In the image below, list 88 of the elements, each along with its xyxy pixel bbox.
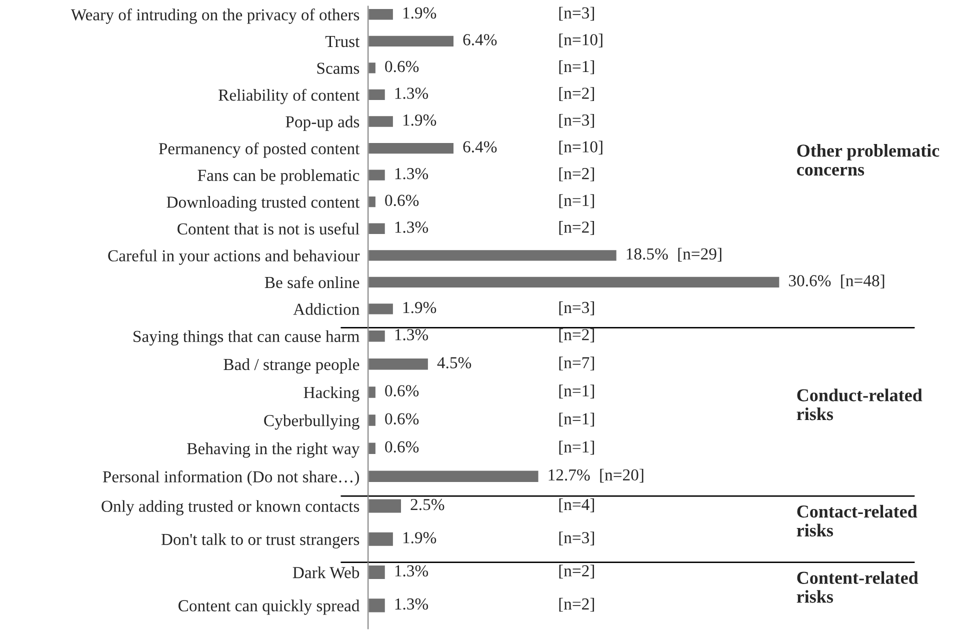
data-label: 0.6% (385, 60, 419, 72)
data-label: 1.3% (395, 168, 428, 180)
bar (368, 329, 386, 344)
bar (368, 222, 386, 236)
y-tick-label: Pop-up ads (286, 116, 360, 131)
data-label: 6.4% (463, 34, 497, 46)
y-tick-label: Content can quickly spread (178, 600, 360, 615)
y-tick-label: Bad / strange people (224, 358, 360, 374)
text: [n=20] (600, 468, 644, 483)
data-label: 6.4% (463, 141, 497, 153)
text: [n=1] (559, 384, 594, 398)
data-label: 1.9% (403, 7, 436, 19)
data-label: 0.6% (385, 194, 419, 206)
data-label: 1.9% (403, 114, 436, 126)
bar (368, 195, 377, 209)
annotation: [n=10] (559, 140, 602, 155)
annotation: [n=10] (559, 34, 602, 48)
bar (368, 8, 394, 22)
text: [n=2] (559, 564, 594, 579)
annotation: [n=2] (559, 87, 594, 101)
y-tick-label: Scams (317, 62, 360, 74)
bar (368, 357, 430, 372)
data-label: 1.3% (395, 222, 428, 233)
data-label: 1.3% (395, 329, 428, 340)
data-label: 4.5% (437, 357, 472, 368)
data-label: 1.3% (395, 565, 428, 577)
bar (368, 275, 781, 289)
annotation: [n=3] (559, 301, 594, 316)
y-tick-label: Don't talk to or trust strangers (161, 533, 360, 549)
bar (368, 142, 455, 155)
text: [n=1] (559, 440, 594, 455)
data-label: 18.5% (626, 248, 668, 260)
data-label: 2.5% (410, 498, 444, 510)
bar (368, 441, 377, 456)
y-tick-label: Behaving in the right way (187, 442, 360, 458)
text: [n=48] (841, 274, 884, 288)
annotation: [n=3] (559, 114, 594, 128)
data-label: 0.6% (385, 413, 419, 425)
data-label: 0.6% (385, 441, 419, 453)
text: [n=2] (559, 328, 594, 342)
y-tick-label: Careful in your actions and behaviour (108, 250, 360, 265)
y-tick-label: Downloading trusted content (166, 196, 360, 212)
text: Contact-related risks (796, 504, 918, 537)
annotation: [n=2] (559, 168, 594, 182)
data-label: 1.9% (403, 302, 436, 314)
y-tick-label: Content that is not is useful (178, 222, 360, 235)
text: [n=1] (559, 412, 594, 427)
bar (368, 61, 377, 75)
text: Content-related risks (796, 571, 918, 603)
data-label: 1.9% (403, 532, 436, 544)
y-tick-label: Fans can be problematic (198, 169, 360, 184)
annotation: [n=1] (559, 60, 594, 74)
data-label: 0.6% (385, 385, 419, 396)
bar (368, 168, 386, 182)
bar (368, 413, 377, 428)
text: Conduct-related risks (796, 388, 922, 420)
y-tick-label: Only adding trusted or known contacts (102, 500, 360, 516)
annotation: [n=29] (678, 248, 722, 262)
y-tick-label: Reliability of content (218, 88, 360, 104)
y-tick-label: Addiction (293, 303, 360, 315)
y-tick-label: Be safe online (264, 276, 360, 288)
y-tick-label: Dark Web (292, 566, 360, 578)
bar (368, 385, 377, 400)
annotation: [n=3] (559, 6, 594, 21)
y-tick-label: Personal information (Do not share…) (102, 470, 359, 486)
bar (368, 248, 618, 262)
y-tick-label: Permanency of posted content (158, 142, 360, 158)
y-tick-label: Trust (325, 36, 360, 48)
annotation: [n=2] (559, 221, 594, 235)
text: [n=2] (559, 598, 594, 612)
data-label: 12.7% (548, 469, 590, 481)
annotation: [n=1] (559, 194, 594, 208)
y-tick-label: Weary of intruding on the privacy of others (70, 8, 360, 24)
bar (368, 114, 394, 128)
bar (368, 302, 394, 316)
data-label: 30.6% (789, 275, 831, 286)
y-tick-label: Hacking (304, 386, 360, 402)
bar (368, 34, 455, 48)
data-label: 1.3% (395, 598, 428, 610)
y-tick-label: Saying things that can cause harm (134, 330, 360, 346)
text: [n=3] (559, 532, 594, 546)
text: [n=7] (559, 356, 594, 370)
text: Other problematic concerns (796, 144, 940, 176)
bar (368, 88, 386, 102)
text: [n=4] (559, 498, 594, 512)
bar (368, 469, 540, 484)
y-tick-label: Cyberbullying (264, 414, 360, 430)
data-label: 1.3% (395, 88, 428, 99)
